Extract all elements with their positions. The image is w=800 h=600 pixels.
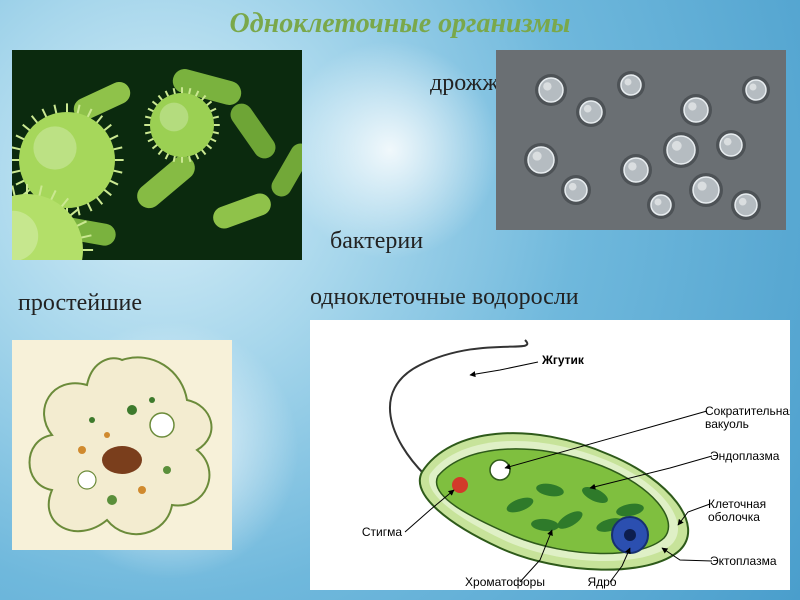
svg-text:Сократительная: Сократительная [705,404,790,418]
svg-text:Эктоплазма: Эктоплазма [710,554,777,568]
svg-text:Ядро: Ядро [587,575,616,589]
bacteria-image [12,50,302,260]
label-protists: простейшие [18,290,142,317]
svg-text:вакуоль: вакуоль [705,417,749,431]
svg-text:Клеточная: Клеточная [708,497,766,511]
svg-text:Эндоплазма: Эндоплазма [710,449,780,463]
label-bacteria: бактерии [330,228,423,255]
euglena-diagram: Сократительнаявакуоль Эндоплазма Клеточная… [310,320,790,590]
yeast-image [496,50,786,230]
svg-text:Жгутик: Жгутик [541,353,585,367]
page-title: Одноклеточные организмы [0,8,800,40]
amoeba-diagram [12,340,232,550]
svg-text:оболочка: оболочка [708,510,760,524]
label-algae: одноклеточные водоросли [310,284,579,311]
svg-text:Хроматофоры: Хроматофоры [465,575,545,589]
svg-text:Стигма: Стигма [362,525,402,539]
